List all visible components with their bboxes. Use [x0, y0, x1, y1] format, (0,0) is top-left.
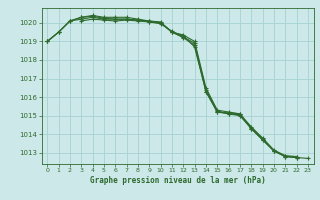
X-axis label: Graphe pression niveau de la mer (hPa): Graphe pression niveau de la mer (hPa)	[90, 176, 266, 185]
